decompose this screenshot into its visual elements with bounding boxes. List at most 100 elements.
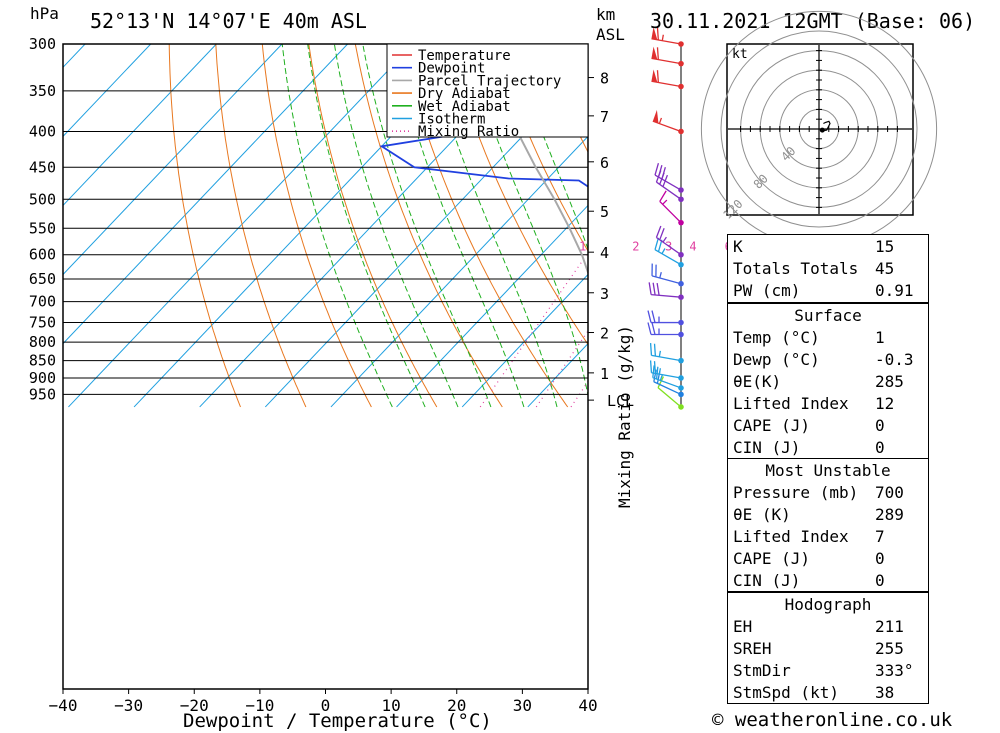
wind-barb-flag xyxy=(659,190,667,202)
pressure-tick-label: 650 xyxy=(29,270,56,288)
x-tick-label: 10 xyxy=(381,696,400,715)
sounding-curves xyxy=(379,44,588,276)
hodograph-label: SREH xyxy=(733,639,772,658)
x-tick-label: 20 xyxy=(447,696,466,715)
wind-barb-flag xyxy=(652,282,656,296)
km-tick-label: 5 xyxy=(600,203,609,221)
x-axis-title: Dewpoint / Temperature (°C) xyxy=(183,710,492,732)
x-tick-label: −10 xyxy=(245,696,274,715)
wind-barb-flag xyxy=(649,360,653,373)
pressure-tick-label: 450 xyxy=(29,158,56,176)
pressure-tick-label: 600 xyxy=(29,246,56,264)
legend-label: Parcel Trajectory xyxy=(418,73,561,89)
wind-barbs xyxy=(647,26,684,410)
most-unstable-row: CIN (J) 0 xyxy=(733,570,923,592)
wind-barb-flag xyxy=(656,70,659,83)
x-tick-label: 30 xyxy=(513,696,532,715)
surface-label: CAPE (J) xyxy=(733,416,811,435)
mixing-ratio-line xyxy=(535,329,588,408)
most-unstable-label: Pressure (mb) xyxy=(733,483,859,502)
wind-barb-shaft xyxy=(651,57,682,65)
wind-barb-shaft xyxy=(652,120,682,133)
index-row: K 15 xyxy=(733,236,923,258)
wind-barb-shaft xyxy=(651,38,682,45)
pressure-tick-label: 750 xyxy=(29,314,56,332)
wind-barb-flag xyxy=(652,365,655,378)
wind-barb-half-flag xyxy=(661,248,666,255)
surface-label: Dewp (°C) xyxy=(733,350,820,369)
most-unstable-panel: Most Unstable Pressure (mb) 700 θE (K) 289… xyxy=(727,458,929,592)
km-tick-label: 2 xyxy=(600,325,609,343)
axis-labels: 3003504004505005506006507007508008509009… xyxy=(29,35,598,715)
isotherm-line xyxy=(922,44,1000,407)
dry-adiabat-line xyxy=(401,44,569,408)
surface-label: Lifted Index xyxy=(733,394,849,413)
wet-adiabat-line xyxy=(281,44,393,408)
wind-barb-flag xyxy=(656,27,659,41)
wind-barb-flag xyxy=(651,310,656,323)
hodograph-row: SREH 255 xyxy=(733,638,923,660)
wind-barb-shaft xyxy=(651,275,682,285)
legend-label: Isotherm xyxy=(418,112,485,128)
wind-barb-half-flag xyxy=(661,34,664,41)
hodograph-row: EH 211 xyxy=(733,616,923,638)
km-tick-label: 1 xyxy=(600,365,609,383)
wet-adiabat-line xyxy=(426,44,558,408)
surface-panel: Surface Temp (°C) 1 Dewp (°C) -0.3 θE(K) 28… xyxy=(727,303,929,459)
index-label: Totals Totals xyxy=(733,259,859,278)
wind-barb-half-flag xyxy=(659,374,663,381)
wind-barb-shaft xyxy=(651,80,682,88)
wind-barb-flag xyxy=(659,228,665,241)
isotherm-line xyxy=(63,44,217,207)
index-label: K xyxy=(733,237,743,256)
background-lines xyxy=(63,44,1000,408)
surface-row: Lifted Index 12 xyxy=(733,393,923,415)
wind-barb-half-flag xyxy=(662,199,668,205)
x-tick-label: −20 xyxy=(180,696,209,715)
most-unstable-heading: Most Unstable xyxy=(765,461,891,480)
pressure-tick-label: 700 xyxy=(29,293,56,311)
wind-barb-pennant xyxy=(651,69,658,83)
surface-value: 0 xyxy=(875,438,885,457)
hodograph-unit-label: kt xyxy=(732,47,748,62)
wind-barb-half-flag xyxy=(658,117,663,124)
wind-barb-pennant xyxy=(651,26,658,40)
credit-link[interactable]: © weatheronline.co.uk xyxy=(712,709,953,731)
surface-value: 0 xyxy=(875,416,885,435)
most-unstable-label: CAPE (J) xyxy=(733,549,811,568)
wind-barb-shaft xyxy=(652,377,682,389)
km-tick-label: 8 xyxy=(600,70,609,88)
pressure-tick-label: 550 xyxy=(29,219,56,237)
hodograph-end-dot xyxy=(819,127,825,133)
most-unstable-row: CAPE (J) 0 xyxy=(733,548,923,570)
wind-barb-half-flag xyxy=(658,350,662,357)
wind-barb-shaft xyxy=(657,387,682,408)
most-unstable-row: Pressure (mb) 700 xyxy=(733,482,923,504)
pressure-tick-label: 300 xyxy=(29,35,56,53)
mixing-ratio-label: 2 xyxy=(632,240,639,254)
dry-adiabat-line xyxy=(960,44,1000,407)
pressure-tick-label: 850 xyxy=(29,352,56,370)
hodograph-label: EH xyxy=(733,617,753,636)
x-tick-label: −40 xyxy=(49,696,78,715)
wind-barb-flag xyxy=(657,164,663,178)
wind-barb-pennant xyxy=(652,109,659,124)
dry-adiabat-line xyxy=(447,44,588,346)
hodograph-value: 211 xyxy=(875,617,904,636)
pressure-tick-label: 400 xyxy=(29,122,56,140)
hodograph-value: 38 xyxy=(875,683,895,702)
wet-adiabat-line xyxy=(333,44,459,408)
wind-barb-flag xyxy=(657,376,665,388)
index-label: PW (cm) xyxy=(733,281,801,300)
x-tick-label: 0 xyxy=(321,696,331,715)
legend-label: Dewpoint xyxy=(418,61,485,77)
pressure-tick-label: 350 xyxy=(29,82,56,100)
km-tick-label: 6 xyxy=(600,154,609,172)
legend-label: Mixing Ratio xyxy=(418,124,519,140)
pressure-tick-label: 500 xyxy=(29,190,56,208)
pressure-tick-label: 900 xyxy=(29,369,56,387)
surface-value: 12 xyxy=(875,394,895,413)
wet-adiabat-line xyxy=(362,44,492,408)
